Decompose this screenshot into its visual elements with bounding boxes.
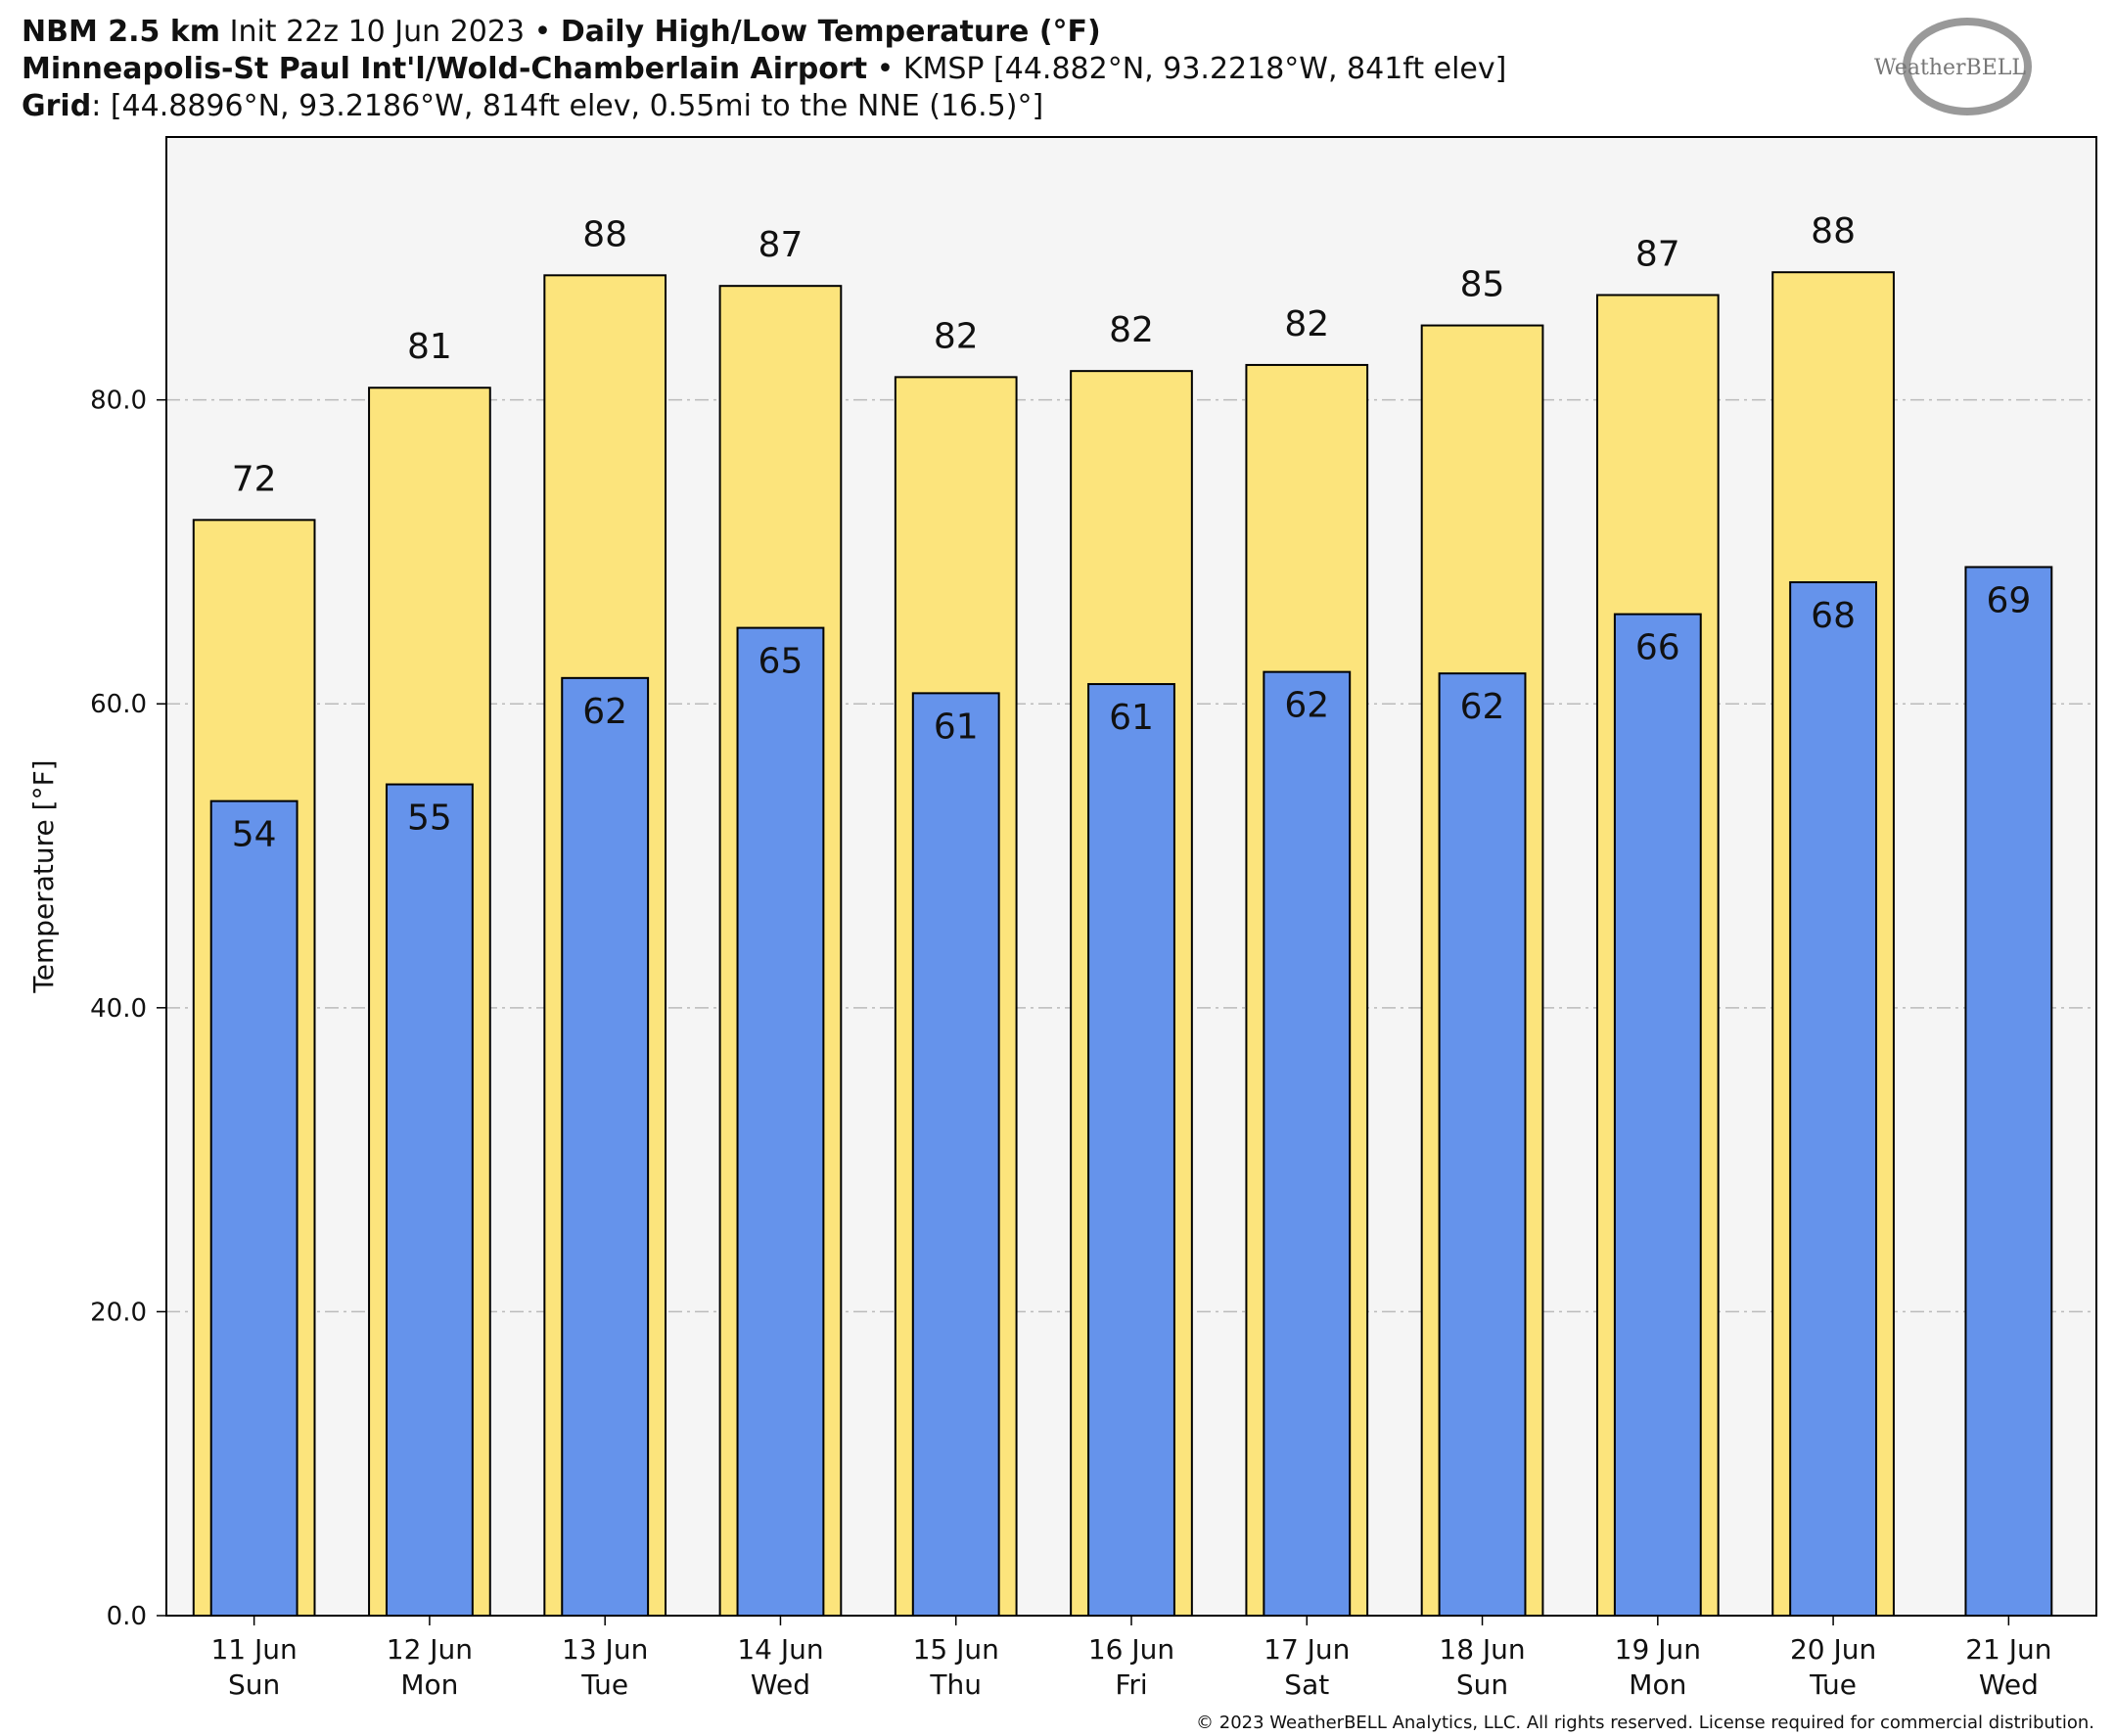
title-part: Minneapolis-St Paul Int'l/Wold-Chamberla… (22, 52, 867, 86)
x-tick-label-weekday: Sun (1456, 1668, 1508, 1701)
x-tick-label: 19 Jun (1615, 1633, 1701, 1666)
value-label: 81 (407, 327, 452, 367)
title-part: Init 22z 10 Jun 2023 • (220, 15, 561, 49)
x-tick-label: 17 Jun (1264, 1633, 1350, 1666)
x-tick-label-weekday: Fri (1115, 1668, 1147, 1701)
bar (209, 799, 299, 1617)
title-part: • KMSP [44.882°N, 93.2218°W, 841ft elev] (867, 52, 1506, 86)
value-label: 82 (934, 316, 979, 356)
title-line-2: Minneapolis-St Paul Int'l/Wold-Chamberla… (22, 52, 1506, 86)
title-part: NBM 2.5 km (22, 15, 220, 49)
title-line-3: Grid: [44.8896°N, 93.2186°W, 814ft elev,… (22, 89, 1043, 123)
x-tick-label-weekday: Sat (1284, 1668, 1329, 1701)
value-label: 82 (1109, 310, 1154, 350)
value-label: 54 (232, 815, 277, 855)
value-label: 61 (1109, 698, 1154, 738)
x-tick-label-weekday: Wed (751, 1668, 810, 1701)
value-label: 62 (1460, 687, 1505, 727)
x-tick-label: 14 Jun (737, 1633, 823, 1666)
x-tick-label: 18 Jun (1439, 1633, 1525, 1666)
bar (1263, 670, 1352, 1617)
value-label: 87 (1635, 235, 1680, 275)
value-label: 62 (1284, 686, 1329, 726)
y-tick-label: 60.0 (90, 690, 147, 719)
x-tick-label: 11 Jun (210, 1633, 297, 1666)
value-label: 68 (1811, 596, 1856, 636)
value-label: 62 (582, 692, 627, 732)
x-tick-label-weekday: Wed (1979, 1668, 2039, 1701)
y-tick-label: 80.0 (90, 387, 147, 416)
value-label: 61 (934, 707, 979, 747)
plot-frame (165, 136, 2097, 1617)
x-tick-label-weekday: Sun (228, 1668, 280, 1701)
x-tick-label-weekday: Mon (1629, 1668, 1686, 1701)
value-label: 69 (1986, 580, 2031, 620)
bar (911, 692, 1000, 1617)
value-label: 72 (232, 459, 277, 499)
bar (1789, 581, 1878, 1618)
x-tick-label-weekday: Thu (929, 1668, 982, 1701)
x-tick-label: 20 Jun (1790, 1633, 1876, 1666)
value-label: 55 (407, 799, 452, 839)
footer: © 2023 WeatherBELL Analytics, LLC. All r… (1196, 1713, 2094, 1733)
title-part: Daily High/Low Temperature (°F) (561, 15, 1101, 49)
bar (1438, 672, 1527, 1617)
value-label: 65 (758, 642, 804, 682)
logo: WeatherBELL (1874, 56, 2026, 80)
bar (561, 676, 650, 1617)
bar (385, 783, 474, 1617)
title-part: Grid (22, 89, 91, 123)
x-tick-label: 16 Jun (1088, 1633, 1174, 1666)
value-label: 82 (1284, 304, 1329, 344)
bar (1964, 566, 2053, 1618)
value-label: 87 (758, 225, 804, 265)
logo-swirl (1903, 18, 2032, 115)
value-label: 85 (1460, 265, 1505, 305)
value-label: 66 (1635, 628, 1680, 668)
y-tick-label: 40.0 (90, 994, 147, 1024)
y-tick-label: 20.0 (90, 1298, 147, 1327)
y-axis-label: Temperature [°F] (27, 759, 60, 993)
value-label: 88 (1811, 211, 1856, 251)
x-tick-label-weekday: Mon (400, 1668, 458, 1701)
bar (1087, 683, 1175, 1617)
title-line-1: NBM 2.5 km Init 22z 10 Jun 2023 • Daily … (22, 15, 1101, 49)
x-tick-label: 13 Jun (562, 1633, 648, 1666)
x-tick-label-weekday: Tue (1809, 1668, 1857, 1701)
title-part: : [44.8896°N, 93.2186°W, 814ft elev, 0.5… (91, 89, 1043, 123)
x-tick-label: 12 Jun (387, 1633, 473, 1666)
x-tick-label: 15 Jun (913, 1633, 999, 1666)
x-tick-label-weekday: Tue (580, 1668, 628, 1701)
bar (1613, 613, 1702, 1617)
bar (736, 626, 825, 1617)
value-label: 88 (582, 214, 627, 254)
y-tick-label: 0.0 (107, 1602, 147, 1631)
x-tick-label: 21 Jun (1965, 1633, 2051, 1666)
